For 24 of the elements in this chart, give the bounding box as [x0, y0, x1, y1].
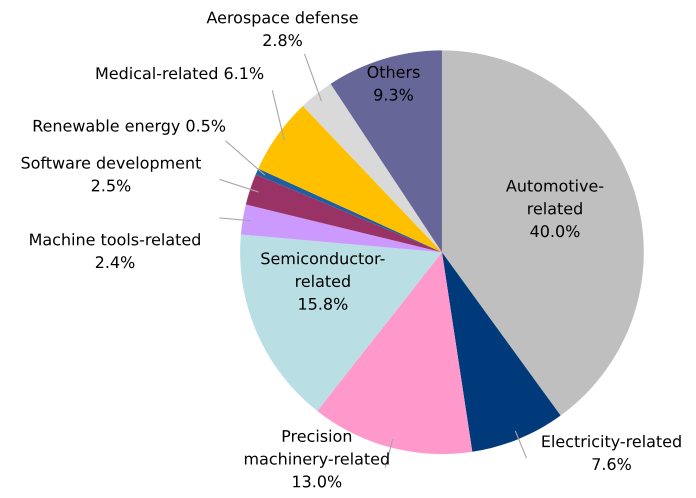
data-label: 7.6%	[592, 458, 631, 470]
pie-slice	[442, 50, 644, 416]
data-label: 2.5%	[92, 179, 130, 192]
data-label: 9.3%	[374, 88, 413, 101]
pie-slice	[258, 106, 442, 252]
slice-label: Semiconductor-related	[261, 252, 385, 288]
data-label: 2.4%	[96, 256, 134, 268]
data-label: 13.0%	[293, 475, 342, 488]
data-label: 40.0%	[530, 225, 580, 238]
pie-slice	[302, 84, 442, 252]
slice-label: Others	[368, 66, 420, 78]
slice-label: Automotive-related	[506, 179, 604, 214]
pie-slice	[240, 234, 442, 411]
pie-slice	[330, 50, 442, 252]
slice-label: Precision machinery-related	[244, 430, 389, 468]
data-label: 2.8%	[263, 34, 302, 46]
pie-slice	[240, 204, 442, 252]
slice-label: Aerospace defense	[206, 11, 358, 27]
slice-label: Electricity-related	[542, 434, 681, 450]
data-label: 15.8%	[299, 298, 348, 310]
slice-label: Software development	[22, 156, 201, 172]
slice-label: Machine tools-related	[30, 233, 200, 246]
slice-label: Medical-related 6.1%	[96, 66, 264, 80]
slice-label: Renewable energy 0.5%	[34, 119, 226, 135]
